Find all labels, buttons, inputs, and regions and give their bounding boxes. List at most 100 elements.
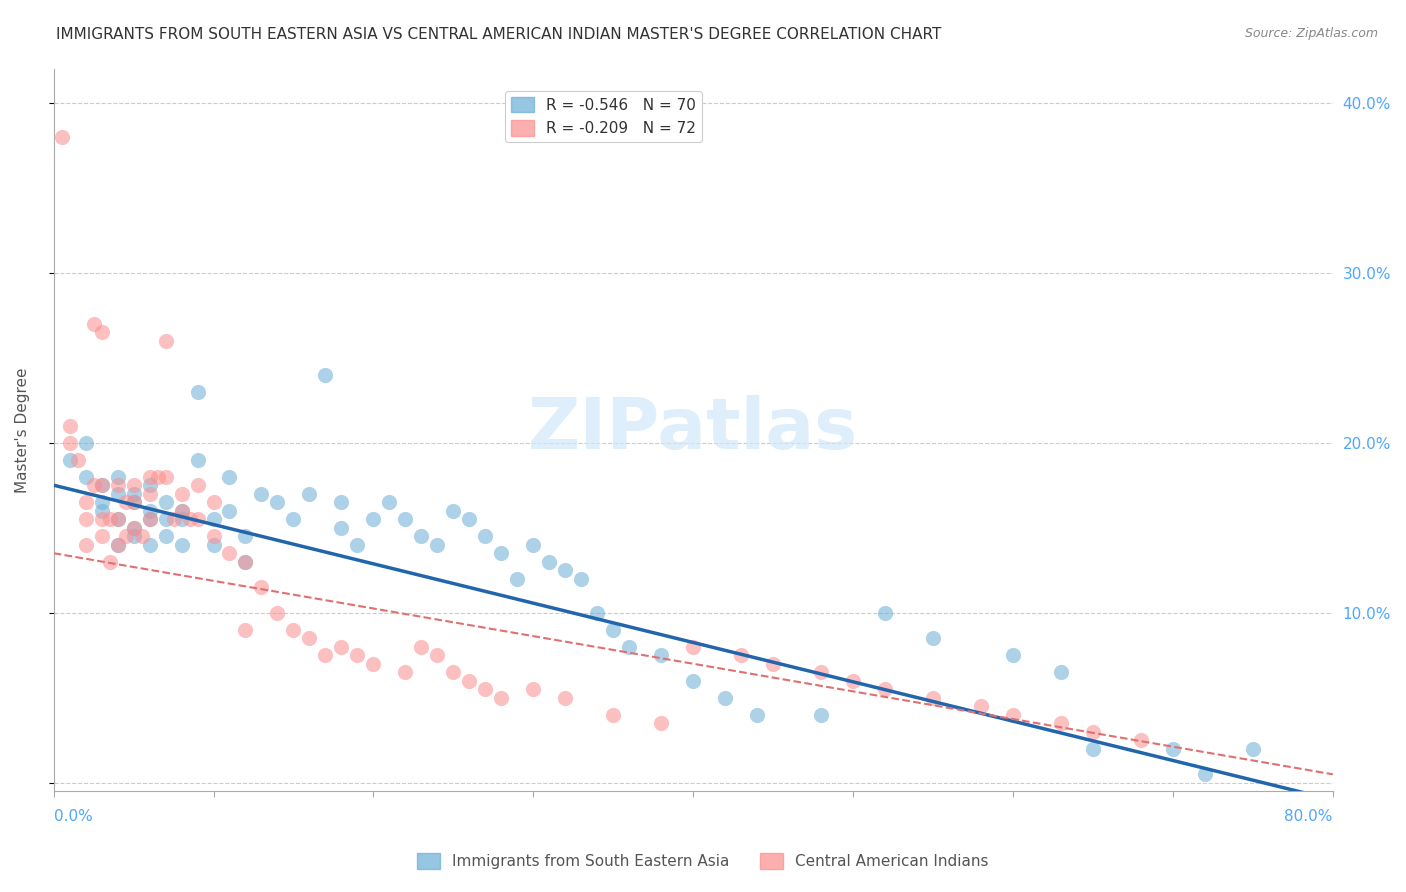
Point <box>75 512 97 526</box>
Point <box>619 640 641 654</box>
Point <box>363 657 385 671</box>
Point <box>138 504 160 518</box>
Point <box>250 486 273 500</box>
Point <box>330 495 353 509</box>
Point <box>283 623 305 637</box>
Point <box>75 435 97 450</box>
Point <box>98 555 121 569</box>
Point <box>1001 707 1024 722</box>
Point <box>235 555 257 569</box>
Point <box>266 495 288 509</box>
Point <box>970 699 993 714</box>
Point <box>146 469 169 483</box>
Point <box>107 538 129 552</box>
Point <box>283 512 305 526</box>
Point <box>122 521 145 535</box>
Point <box>586 606 609 620</box>
Point <box>155 495 177 509</box>
Point <box>59 452 82 467</box>
Point <box>441 665 464 680</box>
Point <box>538 555 561 569</box>
Point <box>155 334 177 348</box>
Point <box>554 690 576 705</box>
Point <box>114 529 136 543</box>
Point <box>90 478 112 492</box>
Point <box>138 538 160 552</box>
Point <box>1081 724 1104 739</box>
Point <box>218 504 240 518</box>
Point <box>522 538 544 552</box>
Point <box>491 546 513 560</box>
Point <box>235 529 257 543</box>
Point <box>75 538 97 552</box>
Point <box>186 452 208 467</box>
Point <box>122 521 145 535</box>
Point <box>411 529 433 543</box>
Point <box>202 512 225 526</box>
Point <box>458 673 481 688</box>
Point <box>202 538 225 552</box>
Point <box>810 707 832 722</box>
Point <box>122 495 145 509</box>
Point <box>506 572 529 586</box>
Point <box>155 469 177 483</box>
Point <box>90 478 112 492</box>
Point <box>363 512 385 526</box>
Text: 0.0%: 0.0% <box>53 809 93 824</box>
Point <box>314 368 336 382</box>
Point <box>114 495 136 509</box>
Point <box>330 640 353 654</box>
Point <box>474 529 496 543</box>
Point <box>730 648 752 663</box>
Point <box>218 469 240 483</box>
Point <box>75 469 97 483</box>
Point <box>138 512 160 526</box>
Point <box>138 486 160 500</box>
Point <box>107 538 129 552</box>
Point <box>873 606 896 620</box>
Point <box>314 648 336 663</box>
Point <box>569 572 592 586</box>
Point <box>762 657 785 671</box>
Point <box>1241 741 1264 756</box>
Point <box>810 665 832 680</box>
Point <box>90 504 112 518</box>
Point <box>554 563 576 577</box>
Point <box>1129 733 1152 747</box>
Point <box>266 606 288 620</box>
Point <box>394 665 416 680</box>
Legend: Immigrants from South Eastern Asia, Central American Indians: Immigrants from South Eastern Asia, Cent… <box>411 847 995 875</box>
Y-axis label: Master's Degree: Master's Degree <box>15 368 30 492</box>
Point <box>186 478 208 492</box>
Point <box>441 504 464 518</box>
Point <box>298 632 321 646</box>
Point <box>170 512 193 526</box>
Point <box>51 129 73 144</box>
Point <box>107 512 129 526</box>
Point <box>179 512 201 526</box>
Point <box>90 512 112 526</box>
Point <box>122 486 145 500</box>
Point <box>138 478 160 492</box>
Point <box>1050 716 1073 731</box>
Point <box>346 648 368 663</box>
Point <box>90 495 112 509</box>
Point <box>922 690 945 705</box>
Point <box>346 538 368 552</box>
Text: ZIPatlas: ZIPatlas <box>529 395 858 465</box>
Text: 80.0%: 80.0% <box>1285 809 1333 824</box>
Point <box>411 640 433 654</box>
Point <box>714 690 737 705</box>
Point <box>378 495 401 509</box>
Point <box>250 580 273 594</box>
Point <box>83 317 105 331</box>
Point <box>202 495 225 509</box>
Point <box>747 707 769 722</box>
Point <box>90 325 112 339</box>
Point <box>1050 665 1073 680</box>
Point <box>426 538 449 552</box>
Point <box>83 478 105 492</box>
Point <box>491 690 513 705</box>
Legend: R = -0.546   N = 70, R = -0.209   N = 72: R = -0.546 N = 70, R = -0.209 N = 72 <box>505 91 702 143</box>
Point <box>218 546 240 560</box>
